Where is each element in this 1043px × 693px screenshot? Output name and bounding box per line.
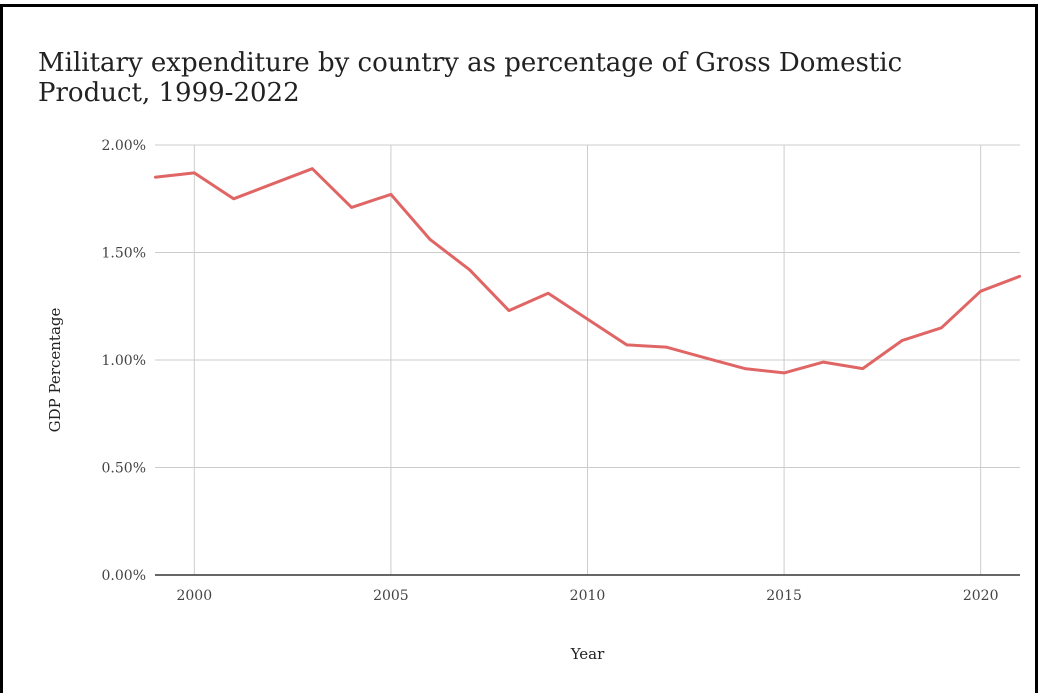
data-point — [861, 367, 864, 370]
x-tick-label: 2005 — [373, 588, 409, 604]
data-point — [429, 238, 432, 241]
data-point — [350, 206, 353, 209]
gridlines — [155, 144, 1020, 576]
chart-title: Military expenditure by country as perce… — [38, 48, 903, 108]
data-point — [271, 182, 275, 185]
y-tick-label: 0.00% — [102, 568, 146, 584]
data-point — [822, 360, 825, 364]
data-point — [782, 371, 786, 375]
x-tick-label: 2000 — [176, 588, 212, 604]
y-axis-title: GDP Percentage — [46, 308, 64, 433]
data-point — [546, 292, 550, 295]
data-point — [153, 176, 157, 179]
data-point — [468, 268, 471, 271]
data-point — [900, 339, 904, 342]
series-layer — [153, 167, 1022, 375]
x-tick-labels: 2000 2005 2010 2015 2020 — [176, 588, 998, 604]
y-tick-label: 1.50% — [102, 246, 146, 262]
data-point — [704, 356, 707, 360]
data-point — [664, 345, 668, 349]
x-axis-title: Year — [570, 645, 605, 663]
x-tick-label: 2020 — [963, 588, 999, 604]
data-point — [389, 193, 393, 196]
y-tick-label: 2.00% — [102, 138, 146, 154]
chart-frame — [0, 4, 1038, 693]
data-point — [743, 367, 746, 370]
y-tick-label: 1.00% — [102, 353, 146, 369]
data-point — [940, 326, 943, 329]
data-point — [979, 290, 982, 293]
x-tick-label: 2015 — [766, 588, 802, 604]
x-tick-label: 2010 — [570, 588, 606, 604]
data-point — [625, 343, 629, 347]
data-point — [507, 309, 511, 312]
y-tick-labels: 0.00% 0.50% 1.00% 1.50% 2.00% — [102, 138, 146, 584]
data-point — [586, 317, 589, 321]
data-point — [232, 197, 235, 200]
data-point — [193, 171, 196, 175]
data-point — [1018, 274, 1022, 278]
data-point — [311, 167, 314, 170]
y-tick-label: 0.50% — [102, 461, 146, 477]
